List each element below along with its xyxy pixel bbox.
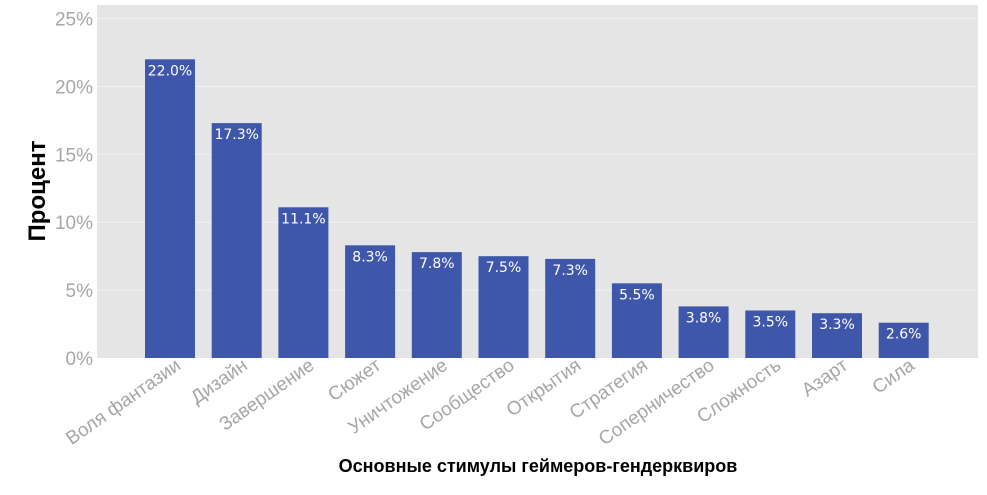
y-tick-label: 25%: [55, 10, 93, 31]
bar: [411, 252, 462, 358]
bar: [545, 258, 596, 358]
y-tick-label: 5%: [66, 281, 94, 302]
y-tick-label: 20%: [55, 77, 93, 98]
bar: [145, 59, 195, 359]
y-axis-title: Процент: [24, 140, 51, 241]
bar: [878, 322, 929, 358]
bar: [345, 245, 396, 358]
y-tick-label: 0%: [66, 349, 94, 370]
x-tick-label: Азарт: [798, 355, 852, 402]
bar: [478, 256, 529, 358]
bar: [745, 310, 796, 358]
data-label: 7.5%: [486, 260, 522, 276]
data-label: 22.0%: [148, 63, 192, 79]
data-label: 8.3%: [352, 249, 388, 265]
y-axis-ticks: 0% 5% 10% 15% 20% 25%: [55, 10, 93, 370]
y-tick-label: 15%: [55, 145, 93, 166]
bars: [145, 59, 929, 359]
bar: [278, 207, 329, 358]
bar: [611, 283, 662, 358]
data-labels: 22.0% 17.3% 11.1% 8.3% 7.8% 7.5% 7.3% 5.5% 3.8% 3…: [148, 63, 922, 342]
bar: [211, 123, 262, 358]
data-label: 7.8%: [419, 256, 455, 272]
bar: [678, 306, 729, 358]
x-axis-title: Основные стимулы геймеров-гендерквиров: [339, 456, 738, 476]
data-label: 2.6%: [886, 327, 922, 343]
bar: [812, 313, 862, 358]
data-label: 3.8%: [686, 310, 722, 326]
data-label: 3.3%: [819, 317, 855, 333]
data-label: 11.1%: [281, 211, 325, 227]
data-label: 7.3%: [552, 263, 588, 279]
x-tick-label: Соперничество: [595, 355, 718, 450]
data-label: 5.5%: [619, 287, 655, 303]
data-label: 17.3%: [214, 127, 258, 143]
y-tick-label: 10%: [55, 213, 93, 234]
x-tick-label: Сила: [869, 355, 919, 399]
data-label: 3.5%: [753, 314, 789, 330]
